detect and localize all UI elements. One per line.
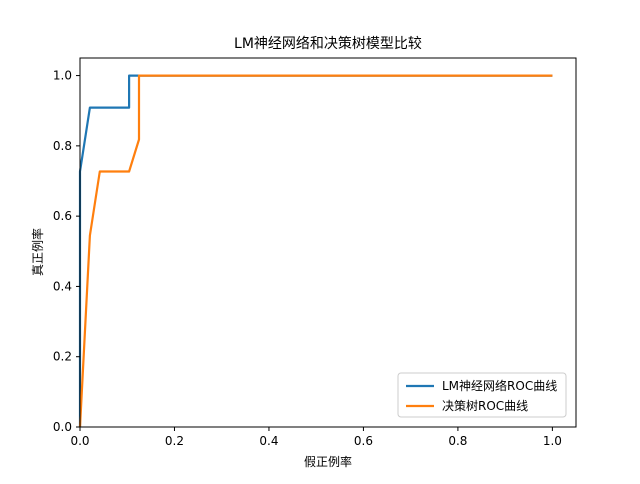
x-tick-label: 1.0 [543, 434, 562, 448]
plot-area: 0.0 0.2 0.4 0.6 0.8 1.0 0.0 0.2 0.4 0.6 0.8 1.0 [53, 57, 577, 448]
y-tick-label: 0.2 [53, 350, 72, 364]
y-tick-label: 0.0 [53, 420, 72, 434]
axes-frame [79, 57, 577, 428]
x-tick-label: 0.4 [259, 434, 278, 448]
y-tick-label: 0.4 [53, 279, 72, 293]
x-axis-label: 假正例率 [304, 454, 352, 469]
y-axis-label: 真正例率 [30, 228, 45, 276]
x-tick-label: 0.8 [448, 434, 467, 448]
x-tick-label: 0.0 [70, 434, 89, 448]
x-tick-label: 0.2 [165, 434, 184, 448]
y-tick-label: 0.6 [53, 209, 72, 223]
series-line-2 [78, 74, 553, 428]
chart-title: LM神经网络和决策树模型比较 [234, 35, 422, 52]
legend-label-2: 决策树ROC曲线 [442, 398, 528, 413]
y-tick-label: 1.0 [53, 69, 72, 83]
legend-label-1: LM神经网络ROC曲线 [442, 378, 557, 393]
x-tick-label: 0.6 [354, 434, 373, 448]
legend-box [397, 372, 567, 418]
y-tick-label: 0.8 [53, 139, 72, 153]
